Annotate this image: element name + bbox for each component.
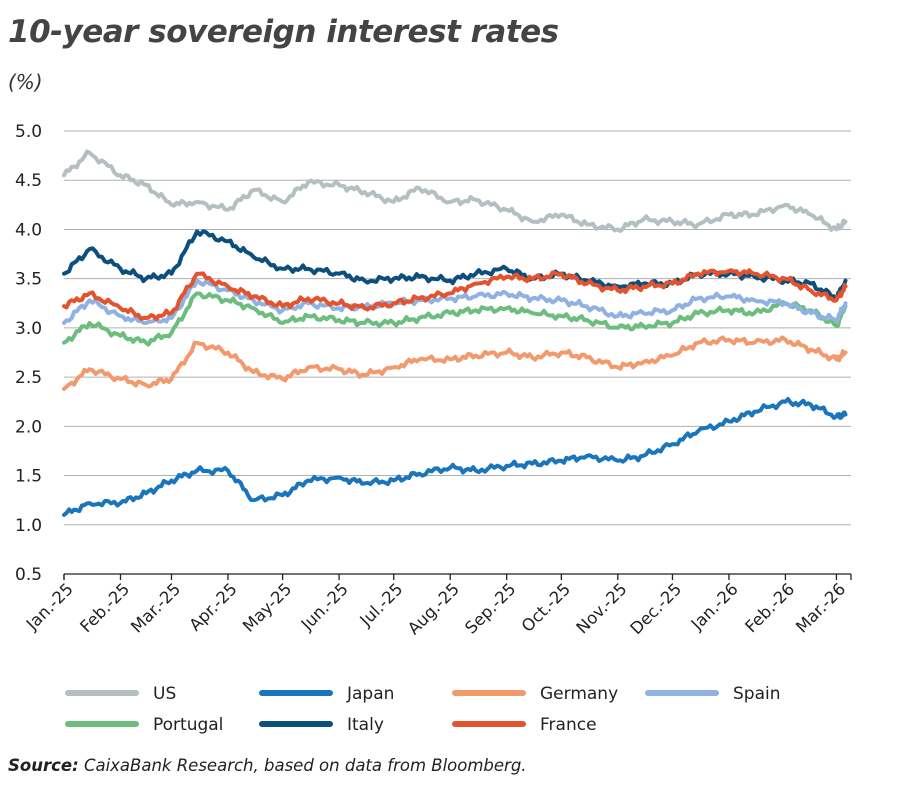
legend-label: Spain: [733, 684, 781, 704]
x-tick-label: Jun.-25: [297, 579, 352, 634]
y-axis-unit-label: (%): [8, 70, 43, 94]
y-tick-label: 3.5: [15, 270, 42, 290]
series-line-germany: [62, 335, 848, 391]
series-line-japan: [62, 397, 848, 517]
legend-label: Italy: [347, 715, 384, 735]
x-tick-label: Feb.-25: [76, 579, 133, 636]
source-label: Source:: [8, 756, 79, 775]
series-line-france: [62, 268, 848, 322]
y-tick-label: 3.0: [15, 319, 42, 339]
line-chart: 5.04.54.03.53.02.52.01.51.00.5 Jan.-25 Fe…: [15, 122, 852, 735]
y-tick-label: 0.5: [15, 565, 42, 585]
x-tick-label: Dec.-25: [627, 579, 686, 638]
chart-title: 10-year sovereign interest rates: [8, 14, 559, 50]
x-tick-label: Oct.-25: [518, 579, 574, 635]
x-tick-label: Jul.-25: [356, 579, 407, 630]
x-tick-label: Apr.-25: [185, 579, 240, 634]
y-tick-label: 5.0: [15, 122, 42, 142]
x-tick-label: Aug.-25: [404, 579, 463, 638]
x-tick-label: Sep.-25: [461, 579, 519, 637]
y-tick-label: 2.5: [15, 368, 42, 388]
x-tick-label: Mar.-25: [127, 579, 184, 636]
source-text: CaixaBank Research, based on data from B…: [83, 756, 527, 775]
y-tick-label: 1.0: [15, 516, 42, 536]
legend-label: Japan: [346, 684, 394, 704]
x-tick-label: Feb.-26: [741, 579, 798, 636]
series-line-us: [62, 149, 848, 233]
legend-label: France: [540, 715, 597, 735]
legend-label: Germany: [540, 684, 618, 704]
y-axis-tick-labels: 5.0 4.5 4.0 3.5 3.0 2.5 2.0 1.5 1.0 0.5: [15, 122, 42, 585]
x-tick-label: Nov.-25: [573, 579, 631, 637]
legend: US Japan Germany Spain Portugal Italy France: [65, 684, 781, 735]
y-tick-label: 2.0: [15, 417, 42, 437]
x-tick-label: Jan.-26: [687, 579, 742, 634]
gridlines: [64, 130, 851, 526]
x-tick-label: May-25: [239, 579, 295, 635]
x-tick-label: Mar.-26: [792, 579, 849, 636]
legend-label: US: [153, 684, 176, 704]
series-line-portugal: [62, 291, 848, 347]
x-tick-label: Jan.-25: [22, 579, 77, 634]
y-tick-label: 4.0: [15, 220, 42, 240]
source-note: Source: CaixaBank Research, based on dat…: [8, 756, 527, 775]
y-tick-label: 1.5: [15, 467, 42, 487]
series-lines: [62, 149, 848, 517]
legend-label: Portugal: [153, 715, 223, 735]
y-tick-label: 4.5: [15, 171, 42, 191]
